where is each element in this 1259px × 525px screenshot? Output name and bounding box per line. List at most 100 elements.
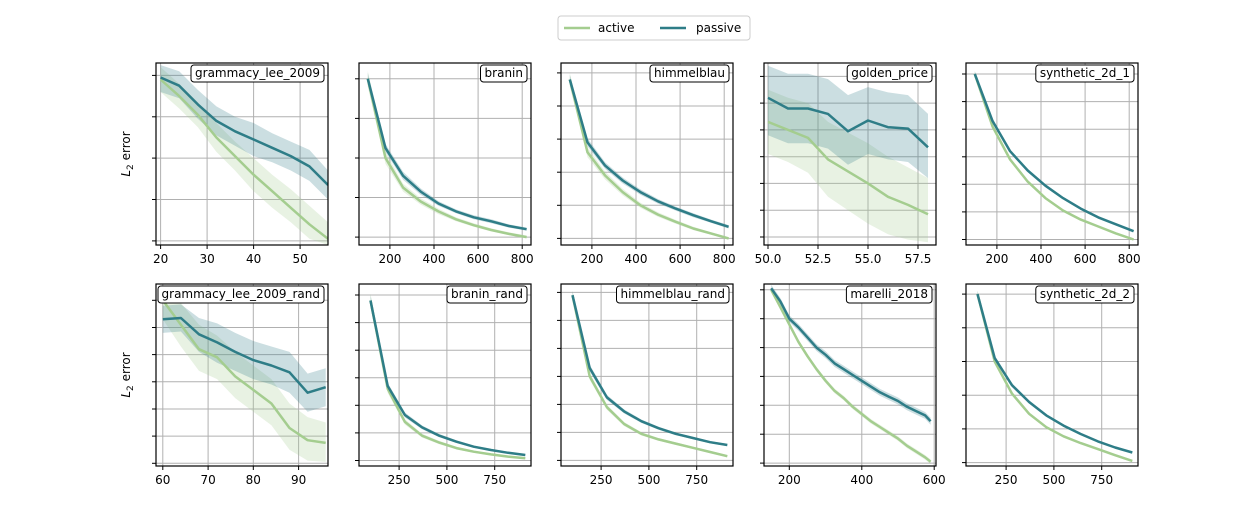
- axes-frame: [560, 283, 734, 467]
- series-line-active: [973, 73, 1135, 241]
- axes-frame: [965, 62, 1139, 246]
- legend: active passive: [557, 15, 751, 41]
- panel-title-box: [157, 285, 325, 304]
- x-tick-label: 750: [1090, 473, 1113, 487]
- axes-frame: [155, 283, 329, 467]
- x-tick-label: 750: [483, 473, 506, 487]
- grid: [966, 63, 1138, 245]
- axes-frame: [358, 283, 532, 467]
- series-line-active: [976, 293, 1133, 463]
- x-tick-label: 250: [590, 473, 613, 487]
- series-line-active: [159, 78, 328, 240]
- grid: [359, 63, 531, 245]
- x-tick-label: 20: [153, 252, 168, 266]
- panel-synthetic_2d_1: 200 400 600 800 synthetic_2d_1: [962, 62, 1141, 266]
- panel-golden_price: 50.0 52.5 55.0 57.5 golden_price: [755, 62, 937, 266]
- confidence-band-active: [160, 67, 328, 245]
- panel-title-text: himmelblau_rand: [621, 287, 725, 301]
- axes-frame: [763, 283, 937, 467]
- panel-synthetic_2d_2: 250 500 750 synthetic_2d_2: [962, 283, 1139, 487]
- grid: [561, 284, 733, 466]
- plot-area: [369, 293, 526, 460]
- panel-title: synthetic_2d_1: [1035, 64, 1135, 83]
- plot-area: [973, 71, 1135, 241]
- series-line-passive: [571, 294, 728, 447]
- confidence-band-passive: [974, 71, 1134, 232]
- panel-title-box: [480, 64, 528, 83]
- x-tick-label: 250: [995, 473, 1018, 487]
- plot-area: [159, 65, 328, 245]
- x-tick-label: 500: [1042, 473, 1065, 487]
- panel-title: grammacy_lee_2009_rand: [157, 285, 325, 304]
- panel-title: himmelblau: [649, 64, 730, 83]
- series-line-passive: [973, 73, 1135, 233]
- panel-title-text: branin_rand: [451, 287, 523, 301]
- x-tick-label: 500: [435, 473, 458, 487]
- series-line-passive: [976, 293, 1133, 454]
- series-line-passive: [767, 96, 929, 149]
- series-line-active: [369, 300, 526, 460]
- panel-title-text: grammacy_lee_2009_rand: [162, 287, 320, 301]
- panel-grammacy_lee_2009: 20 30 40 50 grammacy_lee_2009: [152, 62, 329, 266]
- x-tick-label: 55.0: [855, 252, 882, 266]
- confidence-band-passive: [370, 295, 526, 456]
- x-tick-label: 400: [625, 252, 648, 266]
- legend-label-active: active: [598, 21, 634, 35]
- panel-title-text: branin: [485, 66, 523, 80]
- plot-area: [976, 290, 1133, 463]
- row-labels: L2 error L2 error: [119, 131, 136, 397]
- panel-title-box: [190, 64, 325, 83]
- x-tick-label: 250: [388, 473, 411, 487]
- x-tick-label: 60: [155, 473, 170, 487]
- grid: [561, 63, 733, 245]
- panel-title: branin: [480, 64, 528, 83]
- series-line-passive: [770, 287, 932, 423]
- plot-area: [770, 284, 932, 464]
- panel-branin_rand: 250 500 750 branin_rand: [355, 283, 532, 487]
- x-tick-label: 800: [1118, 252, 1141, 266]
- confidence-band-active: [569, 72, 729, 240]
- x-tick-label: 40: [246, 252, 261, 266]
- axes-frame: [560, 62, 734, 246]
- confidence-band-passive: [768, 65, 928, 179]
- x-tick-label: 600: [467, 252, 490, 266]
- x-tick-label: 50: [292, 252, 307, 266]
- x-tick-label: 800: [713, 252, 736, 266]
- series-line-active: [161, 299, 326, 445]
- x-tick-label: 800: [511, 252, 534, 266]
- panel-title: grammacy_lee_2009: [190, 64, 325, 83]
- axes-frame: [155, 62, 329, 246]
- x-tick-label: 200: [580, 252, 603, 266]
- x-tick-label: 200: [378, 252, 401, 266]
- x-tick-label: 200: [985, 252, 1008, 266]
- x-tick-label: 750: [685, 473, 708, 487]
- panel-marelli_2018: 200 400 600 marelli_2018: [760, 283, 946, 487]
- panel-title: marelli_2018: [845, 285, 933, 304]
- x-tick-label: 600: [923, 473, 946, 487]
- series-line-passive: [369, 300, 526, 457]
- x-tick-label: 30: [199, 252, 214, 266]
- plot-area: [366, 70, 527, 239]
- panel-title-box: [616, 285, 730, 304]
- x-tick-label: 500: [637, 473, 660, 487]
- plot-area: [767, 65, 929, 243]
- legend-label-passive: passive: [696, 21, 741, 35]
- x-tick-label: 400: [1030, 252, 1053, 266]
- panel-himmelblau: 200 400 600 800 himmelblau: [557, 62, 736, 266]
- x-tick-label: 70: [200, 473, 215, 487]
- panels: 20 30 40 50 grammacy_lee_2009 200 400 600 800 bra…: [152, 62, 1141, 487]
- x-tick-label: 80: [246, 473, 261, 487]
- panel-title-text: synthetic_2d_2: [1040, 287, 1130, 301]
- panel-grammacy_lee_2009_rand: 60 70 80 90 grammacy_lee_2009_rand: [152, 283, 329, 487]
- series-line-passive: [568, 79, 729, 228]
- panel-title: golden_price: [846, 64, 933, 83]
- panel-title-box: [846, 64, 933, 83]
- axes-frame: [965, 283, 1139, 467]
- panel-branin: 200 400 600 800 branin: [355, 62, 534, 266]
- confidence-band-active: [977, 290, 1133, 462]
- x-tick-label: 57.5: [905, 252, 932, 266]
- confidence-band-passive: [160, 65, 328, 200]
- series-line-active: [568, 79, 729, 240]
- grid: [966, 284, 1138, 466]
- panel-title-text: marelli_2018: [850, 287, 928, 301]
